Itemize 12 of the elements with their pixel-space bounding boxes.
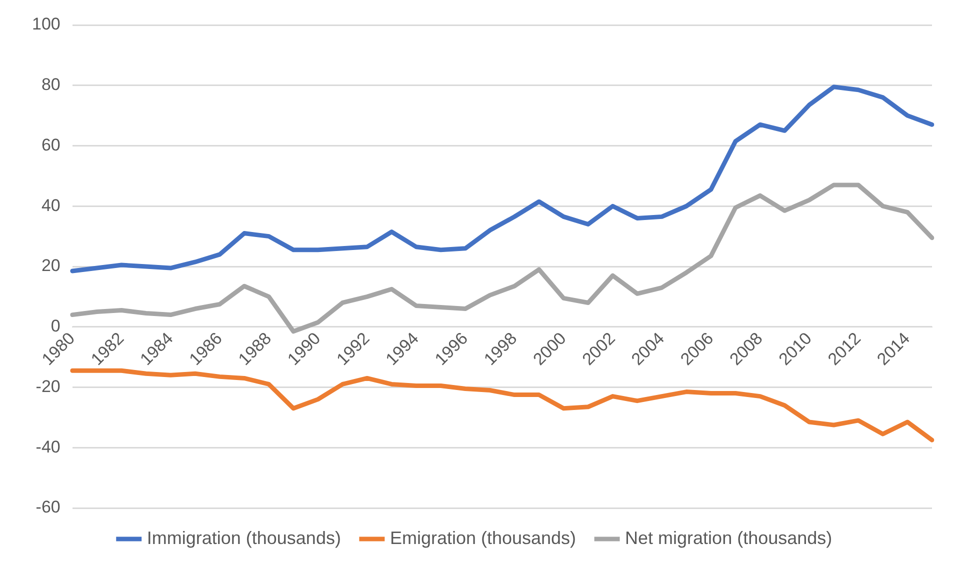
y-tick-label: 20 bbox=[41, 256, 60, 276]
y-tick-label: 60 bbox=[41, 135, 60, 154]
y-tick-label: 80 bbox=[41, 75, 60, 94]
y-tick-label: 100 bbox=[32, 14, 60, 34]
y-tick-label: -40 bbox=[36, 437, 60, 456]
y-tick-label: -60 bbox=[36, 498, 60, 517]
legend-label: Net migration (thousands) bbox=[625, 528, 832, 548]
y-tick-label: -20 bbox=[36, 376, 60, 396]
legend-label: Immigration (thousands) bbox=[146, 528, 341, 548]
y-tick-label: 0 bbox=[50, 316, 60, 336]
y-tick-label: 40 bbox=[41, 196, 60, 215]
legend-label: Emigration (thousands) bbox=[390, 528, 576, 548]
